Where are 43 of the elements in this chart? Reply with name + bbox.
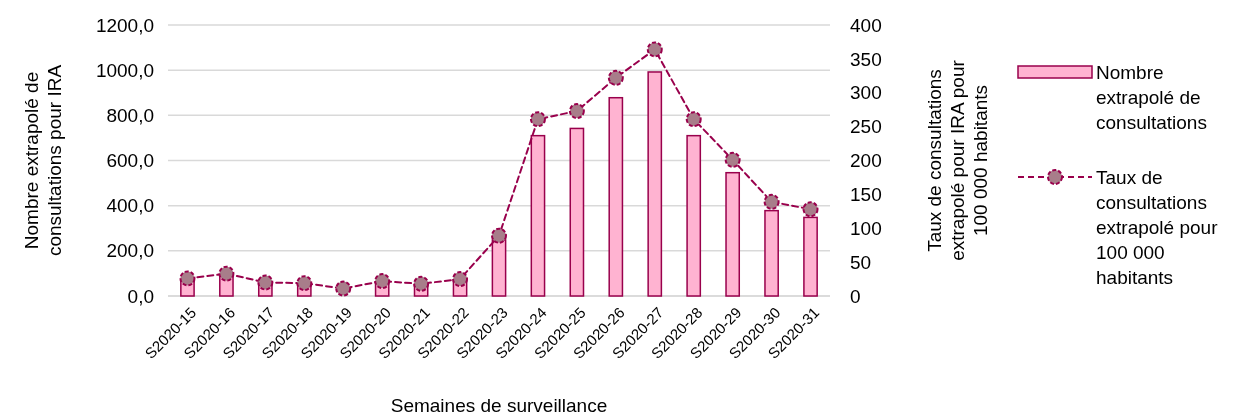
point [607,69,624,86]
bar [647,71,663,297]
y2-tick-label: 200 [850,150,882,172]
bar [725,171,741,297]
y-tick-label: 200,0 [106,240,154,262]
point [491,227,507,244]
x-axis-title: Semaines de surveillance [390,395,608,416]
point [335,280,352,297]
y-tick-label: 400,0 [106,195,154,217]
point [646,41,663,58]
point [452,271,469,288]
y2-tick-label: 150 [850,184,882,206]
point [374,273,391,290]
point [724,151,741,168]
point [763,193,780,210]
y-tick-label: 600,0 [106,150,154,172]
y-tick-label: 1000,0 [95,59,154,81]
y2-tick-label: 0 [850,285,861,307]
legend-label: Taux de consultations extrapolé pour 100 000 habitants [1096,166,1219,288]
legend-label: Nombre extrapolé de consultations [1096,61,1207,133]
bar [569,127,585,297]
y2-tick-label: 300 [850,82,882,104]
point [296,275,313,292]
point [529,111,546,128]
bar [608,96,624,297]
y-tick-label: 800,0 [106,104,154,126]
point [179,270,196,287]
y2-tick-label: 250 [850,116,882,138]
y2-tick-label: 100 [850,217,882,239]
point [685,111,702,128]
point [413,275,430,292]
bar [686,134,702,297]
y-axis-title: Nombre extrapolé de consultations pour IRA [21,64,65,257]
y2-tick-label: 50 [850,251,872,273]
y2-tick-label: 350 [850,48,882,70]
point [218,265,235,282]
point [257,274,274,291]
y2-axis-title: Taux de consultations extrapolé pour IRA pour 100 000 habitants [924,59,991,261]
y2-tick-label: 400 [850,14,882,36]
y-tick-label: 0,0 [127,285,154,307]
point [802,201,819,218]
y-tick-label: 1200,0 [95,14,154,36]
point [568,103,585,120]
